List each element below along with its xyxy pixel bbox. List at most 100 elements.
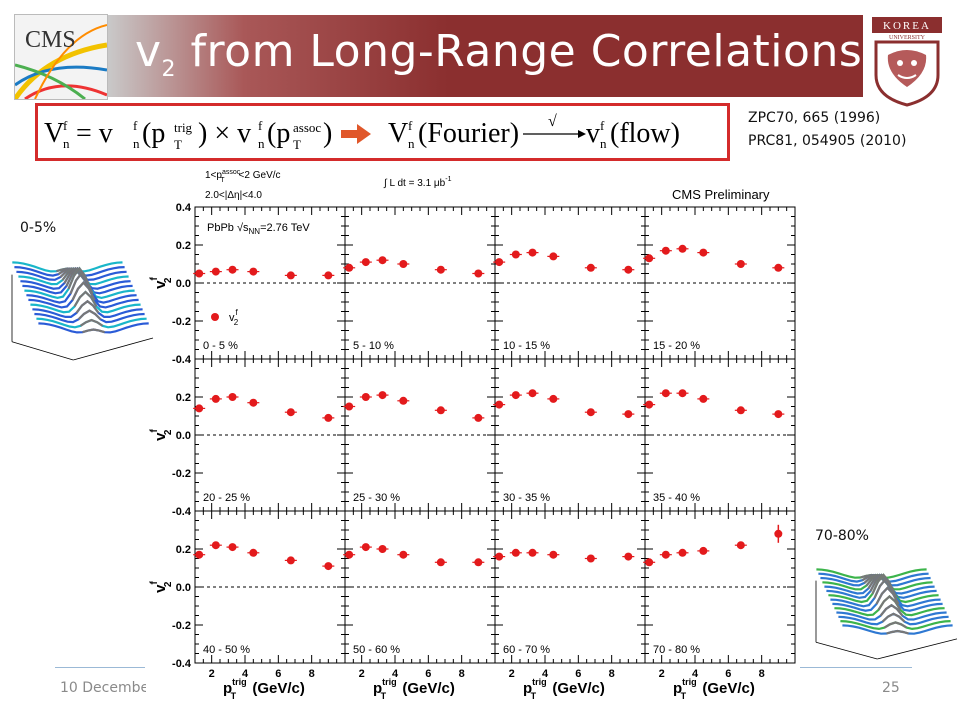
data-point	[678, 389, 687, 398]
surface-peak	[881, 612, 906, 623]
x-tick-label: 4	[242, 668, 249, 680]
data-point	[249, 398, 258, 407]
y-tick-label: 0.0	[176, 430, 191, 442]
y-tick-label: -0.4	[172, 354, 192, 366]
data-point	[774, 263, 783, 272]
data-point	[495, 258, 504, 267]
data-point	[549, 394, 558, 403]
data-point	[211, 267, 220, 276]
footer-date: 10 December	[60, 680, 146, 696]
svg-text:√: √	[548, 113, 557, 130]
svg-text:UNIVERSITY: UNIVERSITY	[889, 35, 926, 41]
inset-label-bottom: 70-80%	[815, 528, 869, 544]
svg-text:f: f	[258, 118, 263, 133]
data-point	[286, 271, 295, 280]
data-point	[774, 529, 783, 538]
data-point	[586, 263, 595, 272]
svg-text:V: V	[388, 118, 408, 149]
footer-divider-right	[800, 667, 912, 668]
y-axis-title: vf 2	[149, 429, 174, 441]
x-tick-label: 8	[459, 668, 465, 680]
data-point	[736, 260, 745, 268]
header-sup: assoc	[222, 169, 241, 176]
title-banner	[108, 15, 863, 97]
panel-label: 50 - 60 %	[353, 644, 400, 656]
data-point	[286, 556, 295, 565]
page-number: 25	[882, 680, 900, 696]
panel-8: 35 - 40 %	[643, 358, 796, 512]
data-point	[495, 400, 504, 409]
data-point	[661, 389, 670, 398]
data-point	[474, 269, 483, 278]
legend-label: vf 2	[229, 308, 239, 327]
data-point	[436, 265, 445, 274]
data-point	[361, 258, 370, 267]
data-point	[436, 558, 445, 567]
data-point	[624, 265, 633, 274]
surface-peak	[875, 586, 900, 605]
svg-text:f: f	[63, 118, 68, 133]
x-tick-label: 4	[542, 668, 549, 680]
x-axis-unit: (GeV/c)	[398, 680, 455, 697]
y-axis-title: vf 2	[149, 277, 174, 289]
svg-text:(p: (p	[142, 118, 165, 149]
x-tick-label: 6	[575, 668, 581, 680]
header-sub: T	[220, 177, 225, 184]
y-tick-label: 0.0	[176, 582, 191, 594]
panel-11: 60 - 70 %	[493, 510, 646, 664]
y-axis-sup: f	[149, 429, 160, 433]
svg-text:v: v	[586, 118, 600, 149]
panel-label: 0 - 5 %	[203, 340, 238, 352]
data-point	[474, 413, 483, 422]
data-point	[228, 393, 237, 401]
panel-5: 20 - 25 %	[193, 358, 346, 512]
x-axis-sup: trig	[382, 677, 397, 687]
data-point	[699, 248, 708, 257]
y-axis-sub: 2	[163, 277, 174, 283]
x-axis-sub: T	[381, 691, 387, 701]
y-axis-sup: f	[149, 581, 160, 585]
data-point	[624, 552, 633, 561]
data-point	[399, 396, 408, 405]
data-point	[378, 256, 387, 265]
svg-text:CMS: CMS	[25, 27, 76, 53]
data-point	[345, 550, 354, 559]
x-tick-label: 6	[725, 668, 731, 680]
panel-label: 30 - 35 %	[503, 492, 550, 504]
footer-divider-left	[55, 667, 145, 668]
y-axis-sub: 2	[163, 429, 174, 435]
surface-peak	[73, 290, 98, 308]
data-point	[249, 548, 258, 557]
inset-axis	[815, 641, 878, 660]
x-axis-unit: (GeV/c)	[248, 680, 305, 697]
surface-peak	[75, 299, 100, 314]
surface-peak	[82, 328, 105, 334]
header-line-2: 2.0<|Δη|<4.0	[205, 190, 262, 201]
svg-text:(flow): (flow)	[610, 118, 680, 149]
panel-label: 40 - 50 %	[203, 644, 250, 656]
inset-axis	[73, 337, 154, 361]
y-tick-label: 0.2	[176, 544, 191, 556]
data-point	[195, 404, 204, 413]
data-point	[361, 543, 370, 552]
panel-label: 5 - 10 %	[353, 340, 394, 352]
data-point	[645, 400, 654, 409]
svg-text:): )	[323, 118, 332, 149]
svg-text:V: V	[44, 118, 64, 149]
data-point	[586, 408, 595, 417]
svg-text:n: n	[408, 136, 415, 151]
data-point	[645, 558, 654, 567]
formula: V f n = v f n (p trig T ) × v f n (p ass…	[44, 113, 680, 152]
x-axis-sup: trig	[232, 677, 247, 687]
svg-text:n: n	[63, 136, 70, 151]
header-post: <2 GeV/c	[239, 170, 281, 181]
inset-surface-central	[11, 261, 154, 361]
data-point	[345, 263, 354, 272]
svg-text:n: n	[600, 136, 607, 151]
x-axis-unit: (GeV/c)	[698, 680, 755, 697]
data-point	[195, 269, 204, 278]
svg-text:(p: (p	[267, 118, 290, 149]
x-axis-title: ptrig T (GeV/c)	[373, 677, 455, 701]
system-label: PbPb √sNN=2.76 TeV	[207, 222, 310, 236]
